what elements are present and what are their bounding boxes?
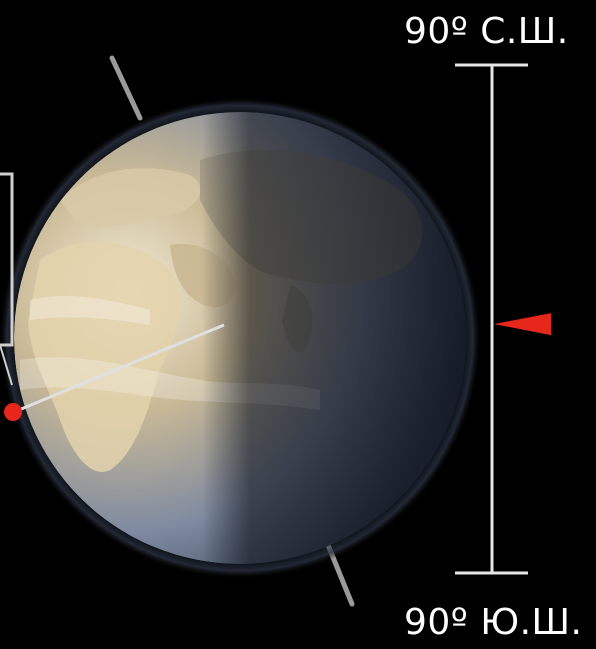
earth-axis-top [109, 55, 143, 121]
globe [14, 112, 466, 564]
left-panel-frame [0, 172, 14, 347]
latitude-marker [494, 313, 551, 336]
north-pole-label: 90º С.Ш. [404, 11, 569, 52]
sunlight-ray [13, 323, 225, 414]
latitude-scale [455, 63, 551, 575]
south-pole-label: 90º Ю.Ш. [404, 602, 583, 643]
observer-dot [4, 403, 22, 421]
